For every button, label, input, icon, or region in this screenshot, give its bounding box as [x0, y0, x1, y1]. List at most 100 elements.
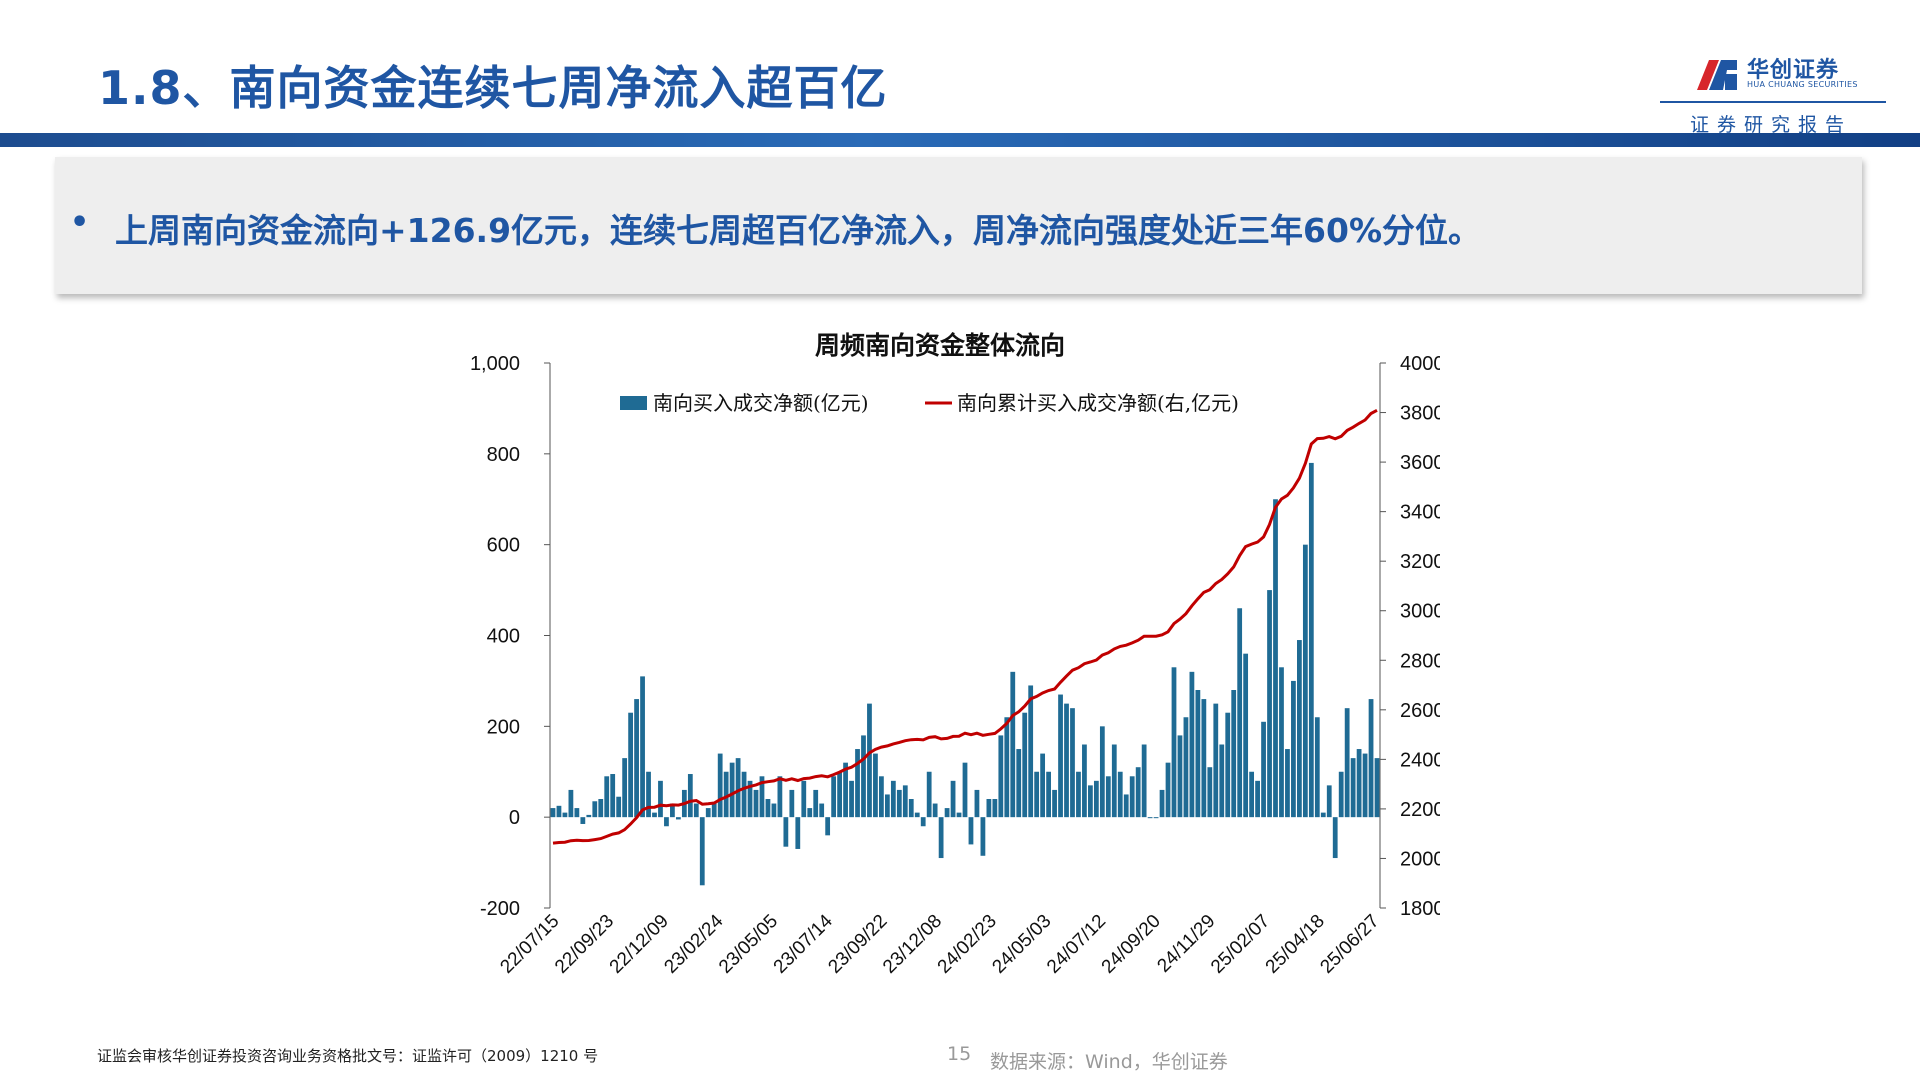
flow-bar	[729, 762, 735, 818]
right-tick-label: 32000	[1400, 551, 1440, 573]
flow-bar	[753, 789, 759, 818]
flow-bar	[783, 817, 789, 847]
flow-bar	[1153, 817, 1159, 819]
left-tick-label: 800	[487, 444, 520, 466]
flow-bar	[986, 799, 992, 818]
flow-bar	[801, 780, 807, 818]
flow-bar	[1082, 744, 1087, 818]
flow-bar	[1273, 499, 1278, 818]
flow-bar	[604, 776, 610, 818]
flow-bar	[759, 776, 765, 818]
flow-bar	[1052, 789, 1057, 818]
flow-bar	[932, 803, 938, 818]
flow-bar	[1040, 753, 1046, 818]
flow-bar	[622, 758, 628, 818]
flow-bar	[1320, 812, 1326, 818]
flow-bar	[1070, 708, 1075, 818]
flow-bar	[843, 762, 848, 818]
flow-bar	[1129, 776, 1135, 818]
flow-bar	[813, 789, 819, 818]
flow-bar	[837, 771, 842, 818]
flow-bar	[1374, 758, 1380, 818]
flow-bar	[628, 712, 633, 818]
summary-bullet: •	[70, 205, 90, 240]
flow-bar	[1279, 667, 1284, 818]
flow-bar	[1058, 694, 1063, 818]
flow-bar	[849, 780, 854, 818]
x-tick-label: 24/07/12	[1043, 911, 1110, 978]
x-tick-label: 22/07/15	[496, 911, 563, 978]
flow-bar	[1171, 667, 1177, 818]
x-tick-label: 22/12/09	[606, 911, 673, 978]
x-tick-label: 23/09/22	[824, 911, 891, 978]
report-tag: 证券研究报告	[1690, 114, 1853, 136]
flow-bar	[1237, 608, 1243, 818]
flow-bar	[1338, 771, 1344, 818]
flow-bar	[1195, 690, 1201, 818]
cumulative-line	[552, 408, 1378, 845]
header-bar	[0, 133, 1920, 147]
flow-bar	[1177, 735, 1183, 818]
flow-bar	[950, 780, 956, 818]
x-tick-label: 23/05/05	[715, 911, 782, 978]
left-tick-label: 600	[487, 535, 520, 557]
flow-bar	[777, 776, 783, 818]
flow-bar	[1344, 708, 1350, 818]
flow-bar	[1141, 744, 1147, 818]
right-tick-label: 24000	[1400, 749, 1440, 771]
flow-bar	[616, 796, 622, 818]
x-tick-label: 24/09/20	[1098, 911, 1165, 978]
flow-bar	[944, 808, 950, 818]
flow-bar	[998, 735, 1004, 818]
flow-bar	[1034, 771, 1040, 818]
flow-bar	[586, 814, 592, 818]
flow-bar	[1261, 721, 1266, 818]
flow-bar	[1225, 712, 1231, 818]
company-logo: 华创证券 HUA CHUANG SECURITIES	[1695, 50, 1857, 96]
license-note: 证监会审核华创证券投资咨询业务资格批文号：证监许可（2009）1210 号	[97, 1047, 599, 1065]
right-tick-label: 26000	[1400, 700, 1440, 722]
flow-bar	[1362, 753, 1368, 818]
x-tick-label: 25/04/18	[1262, 911, 1329, 978]
flow-bar	[1183, 717, 1189, 818]
flow-bar	[884, 794, 890, 818]
flow-bar	[1093, 780, 1099, 818]
flow-bar	[1016, 749, 1022, 818]
flow-bar	[1219, 744, 1225, 818]
flow-bar	[855, 749, 860, 818]
flow-bar	[1314, 717, 1320, 818]
flow-bar	[1350, 758, 1356, 818]
flow-bar	[711, 803, 717, 818]
flow-bar	[658, 780, 663, 818]
summary-text: 上周南向资金流向+126.9亿元，连续七周超百亿净流入，周净流向强度处近三年60…	[115, 211, 1482, 250]
flow-bar	[1297, 640, 1302, 818]
flow-bar	[920, 817, 926, 827]
chart-title: 周频南向资金整体流向	[815, 331, 1065, 360]
x-tick-label: 25/02/07	[1207, 911, 1274, 978]
right-tick-label: 36000	[1400, 452, 1440, 474]
flow-bar	[968, 817, 974, 845]
right-tick-label: 18000	[1400, 898, 1440, 920]
right-tick-label: 30000	[1400, 601, 1440, 623]
legend-bar-label: 南向买入成交净额(亿元)	[653, 391, 869, 415]
flow-bar	[1267, 590, 1272, 818]
flow-bar	[1123, 794, 1129, 818]
logo-mark-icon	[1697, 60, 1737, 90]
flow-bar	[1302, 544, 1308, 818]
right-tick-label: 22000	[1400, 799, 1440, 821]
flow-bar	[926, 771, 932, 818]
flow-bar	[825, 817, 831, 836]
flow-bar	[1111, 744, 1117, 818]
flow-bar	[879, 776, 884, 818]
flow-bar	[670, 803, 675, 818]
flow-bar	[861, 735, 866, 818]
flow-bar	[1255, 780, 1260, 818]
x-tick-label: 25/06/27	[1316, 911, 1383, 978]
flow-bar	[1368, 699, 1374, 818]
flow-bar	[1064, 703, 1069, 818]
right-tick-label: 34000	[1400, 502, 1440, 524]
flow-bar	[1010, 671, 1016, 818]
flow-bar	[610, 774, 616, 818]
flow-bar	[574, 808, 580, 818]
x-tick-label: 24/05/03	[988, 911, 1055, 978]
